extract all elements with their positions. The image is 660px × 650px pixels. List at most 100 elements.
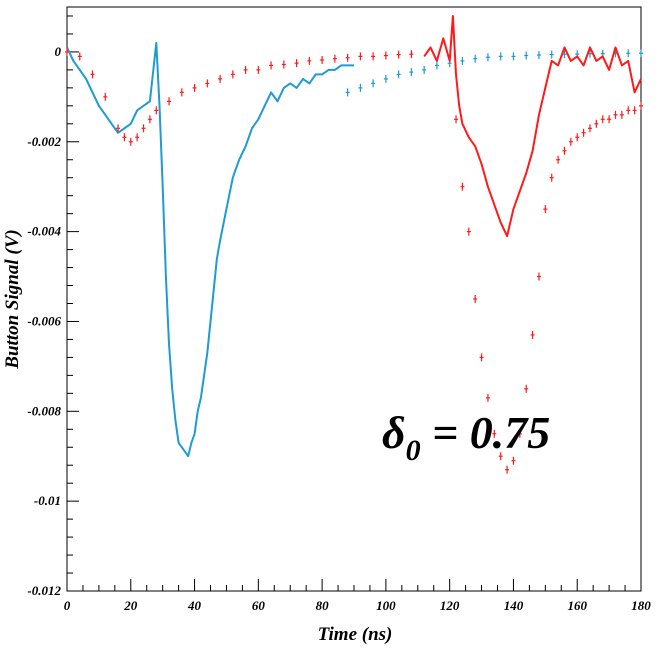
y-axis-title: Button Signal (V) (2, 229, 23, 369)
plot-frame (66, 6, 642, 592)
x-tick-label: 180 (631, 598, 651, 613)
data-point (543, 205, 548, 214)
data-point (626, 49, 631, 58)
series-line (66, 41, 354, 458)
data-point (192, 83, 197, 92)
data-point (320, 56, 325, 65)
data-point (141, 124, 146, 133)
data-point (607, 115, 612, 124)
data-point (371, 52, 376, 61)
series-0 (66, 41, 354, 458)
data-point (167, 97, 172, 106)
series-line (423, 15, 642, 238)
data-point (479, 353, 484, 362)
y-tick-label: -0.004 (27, 224, 61, 239)
y-tick-labels: 0 -0.002 -0.004 -0.006 -0.008 -0.01 -0.012 (27, 44, 61, 598)
data-point (511, 456, 516, 465)
data-point (549, 50, 554, 59)
data-point (383, 51, 388, 60)
data-point (332, 54, 337, 63)
data-point (536, 272, 541, 281)
data-point (179, 88, 184, 97)
data-point (568, 137, 573, 146)
x-tick-label: 160 (567, 598, 587, 613)
data-point (218, 74, 223, 83)
data-point (122, 133, 127, 142)
data-point (358, 52, 363, 61)
data-point (639, 49, 643, 58)
data-point (492, 429, 497, 438)
series-3 (423, 15, 642, 238)
x-tick-label: 100 (376, 598, 396, 613)
data-point (422, 65, 427, 74)
series-1 (345, 49, 643, 97)
data-point (517, 429, 522, 438)
data-point (154, 106, 159, 115)
data-point (409, 50, 414, 59)
data-point (562, 146, 567, 155)
y-tick-label: -0.008 (27, 403, 61, 418)
data-point (409, 68, 414, 77)
data-point (473, 295, 478, 303)
data-point (256, 65, 261, 74)
data-point (383, 74, 388, 83)
data-point (128, 137, 133, 146)
data-point (619, 110, 624, 119)
data-point (460, 182, 465, 191)
data-point (498, 52, 503, 61)
x-tick-label: 140 (504, 598, 524, 613)
series-2 (65, 47, 414, 146)
data-point (77, 52, 82, 61)
data-point (581, 128, 586, 137)
y-tick-label: -0.002 (27, 134, 61, 149)
data-point (396, 70, 401, 79)
data-point (90, 70, 95, 79)
data-point (511, 52, 516, 61)
y-tick-label: -0.006 (27, 313, 61, 328)
x-tick-label: 80 (316, 598, 330, 613)
data-point (505, 465, 510, 474)
annotation-value: = 0.75 (421, 407, 551, 458)
data-point (632, 106, 637, 115)
x-tick-label: 60 (252, 598, 266, 613)
data-point (639, 101, 643, 110)
data-point (396, 50, 401, 59)
data-point (243, 65, 248, 74)
data-point (358, 83, 363, 92)
data-point (116, 124, 121, 133)
axis-ticks (66, 15, 642, 592)
y-tick-label: 0 (55, 44, 62, 59)
series-layer (65, 15, 643, 474)
data-point (294, 59, 299, 68)
x-tick-label: 0 (64, 598, 71, 613)
annotation-subscript: 0 (406, 434, 421, 467)
data-point (498, 452, 503, 461)
data-point (230, 70, 235, 79)
data-point (524, 384, 529, 393)
data-point (473, 54, 478, 63)
annotation-delta: δ0 = 0.75 (382, 407, 550, 467)
data-point (281, 60, 286, 69)
data-point (536, 51, 541, 60)
x-axis-title: Time (ns) (318, 624, 393, 645)
data-point (587, 124, 592, 133)
y-tick-label: -0.01 (34, 493, 61, 508)
data-point (530, 330, 535, 339)
data-point (556, 155, 561, 164)
data-point (269, 61, 274, 70)
data-point (613, 110, 618, 119)
data-point (575, 133, 580, 142)
y-tick-label: -0.012 (27, 583, 61, 598)
x-tick-labels: 0 20 40 60 80 100 120 140 160 180 (64, 598, 652, 613)
data-point (307, 56, 312, 65)
data-point (434, 61, 439, 70)
data-point (135, 133, 140, 142)
data-point (103, 92, 108, 101)
data-point (594, 119, 599, 128)
data-point (485, 53, 490, 62)
data-point (371, 79, 376, 88)
series-4 (454, 101, 643, 474)
data-point (626, 106, 631, 115)
x-tick-label: 20 (123, 598, 138, 613)
